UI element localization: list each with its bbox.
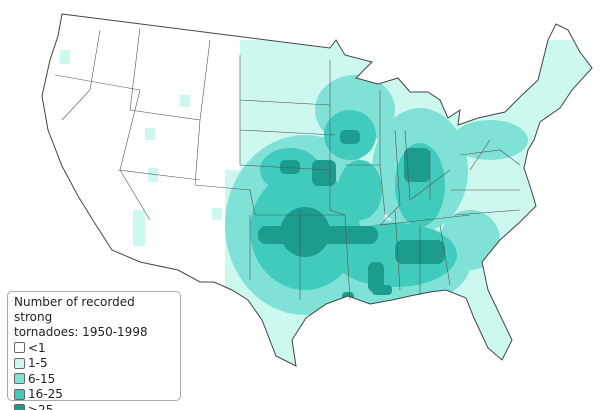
density-region <box>133 210 145 246</box>
legend-item: 1-5 <box>14 356 174 372</box>
density-region <box>145 128 155 140</box>
density-region <box>372 285 392 295</box>
density-region <box>148 168 158 182</box>
density-region <box>280 207 330 257</box>
legend-label: <1 <box>28 340 46 355</box>
legend-item: <1 <box>14 340 174 356</box>
legend-swatch <box>14 357 25 369</box>
legend-item: >25 <box>14 402 174 410</box>
legend-label: >25 <box>28 402 54 410</box>
state-borders <box>41 13 593 367</box>
legend-items: <1 1-5 6-15 16-25 >25 <box>14 340 174 410</box>
legend-title: Number of recorded strong <box>14 295 135 324</box>
legend-title: tornadoes: 1950-1998 <box>14 325 148 339</box>
density-region <box>180 95 190 107</box>
density-region <box>60 50 70 64</box>
legend-item: 6-15 <box>14 371 174 387</box>
legend-item: 16-25 <box>14 387 174 403</box>
density-region <box>212 208 222 220</box>
legend-swatch <box>14 404 25 410</box>
legend-swatch <box>14 373 25 385</box>
density-region <box>312 160 336 186</box>
density-region <box>280 160 300 174</box>
density-region <box>404 148 430 182</box>
legend-swatch <box>14 342 25 354</box>
legend-label: 1-5 <box>28 356 48 371</box>
density-region <box>338 160 382 220</box>
legend-label: 16-25 <box>28 387 63 402</box>
density-region <box>200 40 240 170</box>
density-region <box>368 262 384 292</box>
legend-label: 6-15 <box>28 371 56 386</box>
legend-swatch <box>14 388 25 400</box>
density-region <box>340 130 360 144</box>
legend: Number of recorded strong tornadoes: 195… <box>7 291 181 410</box>
